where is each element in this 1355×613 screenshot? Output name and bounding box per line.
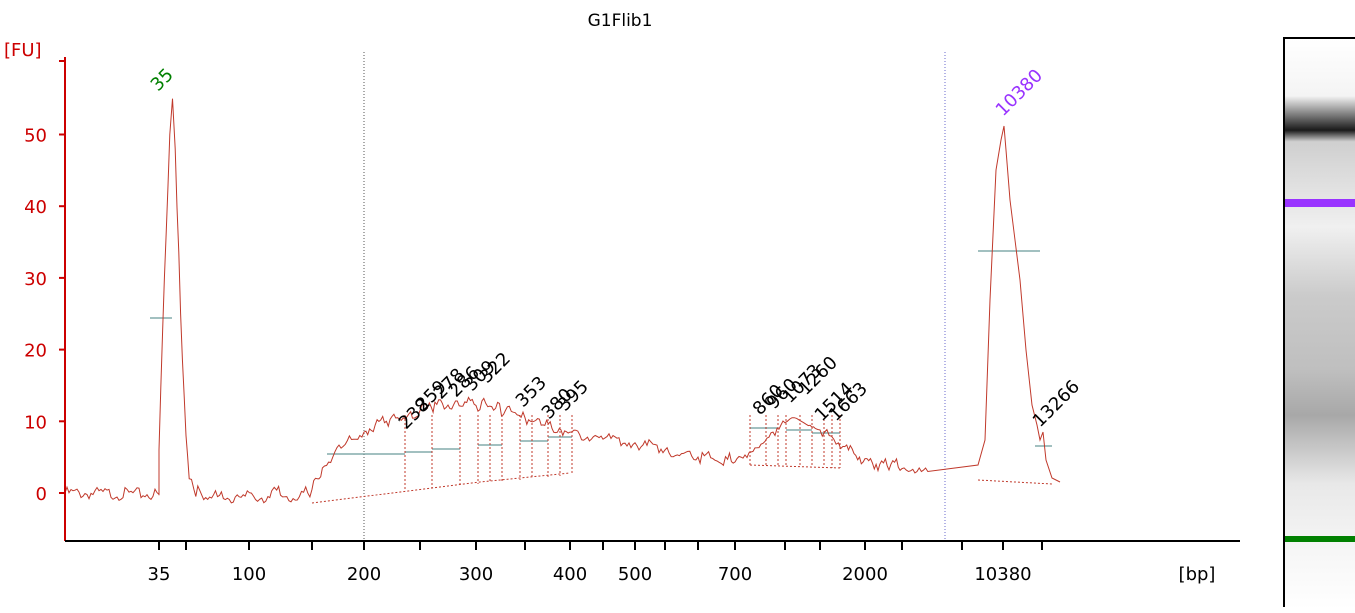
x-tick-label: 100 [232, 564, 266, 585]
x-axis-label: [bp] [1179, 564, 1216, 585]
y-tick-label: 0 [36, 484, 47, 505]
lower-marker-band [1285, 536, 1355, 542]
peak-label: 13266 [1029, 376, 1084, 431]
x-tick-label: 35 [148, 564, 171, 585]
peak-marker-bars [404, 415, 841, 490]
baseline-dotted-1 [311, 472, 571, 504]
x-tick-label: 10380 [974, 564, 1031, 585]
y-tick-label: 40 [24, 197, 47, 218]
trace-group [64, 98, 1061, 504]
chart-axes [59, 57, 1240, 542]
y-tick-label: 20 [24, 341, 47, 362]
x-tick-label: 300 [459, 564, 493, 585]
x-tick-label: 700 [718, 564, 752, 585]
virtual-gel-lane [1283, 37, 1355, 609]
baseline-dotted-3 [977, 479, 1053, 485]
x-tick-label: 2000 [842, 564, 888, 585]
peak-label: 35 [147, 64, 178, 95]
x-tick-label: 400 [553, 564, 587, 585]
y-tick-label: 50 [24, 126, 47, 147]
peak-label: 10380 [992, 65, 1047, 120]
x-tick-label: 200 [347, 564, 381, 585]
peak-baselines [150, 250, 1052, 455]
x-tick-label: 500 [618, 564, 652, 585]
electropherogram-chart: G1Flib1 [FU] [bp] 0 10 20 30 40 50 35 100 200 30… [4, 11, 1240, 585]
chart-title: G1Flib1 [588, 11, 653, 31]
trace-line [64, 98, 1061, 504]
x-axis-ticks: 35 100 200 300 400 500 700 2000 10380 [148, 541, 1043, 585]
upper-marker-band [1285, 199, 1355, 207]
y-tick-label: 10 [24, 412, 47, 433]
y-axis-ticks: 0 10 20 30 40 50 [24, 126, 65, 505]
y-tick-label: 30 [24, 269, 47, 290]
baseline-dotted-2 [749, 464, 841, 469]
y-axis-label: [FU] [4, 40, 42, 61]
region-boundary-lines [363, 52, 946, 541]
